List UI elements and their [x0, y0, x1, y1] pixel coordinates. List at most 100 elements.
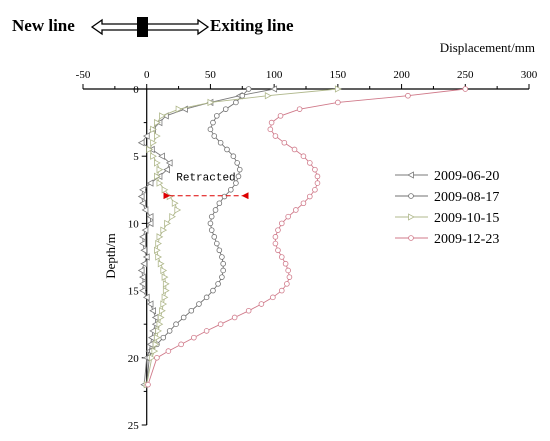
data-point: [148, 354, 156, 362]
data-point: [335, 99, 341, 106]
y-tick-label: 20: [128, 353, 140, 365]
data-point: [293, 207, 299, 213]
retracted-label: Retracted: [176, 173, 235, 185]
data-point: [140, 260, 148, 268]
data-point: [158, 152, 165, 160]
data-point: [174, 206, 182, 214]
data-point: [277, 113, 284, 119]
legend-marker: [408, 213, 415, 221]
data-point: [219, 274, 225, 280]
data-point: [160, 266, 168, 275]
data-point: [208, 227, 215, 233]
data-point: [139, 280, 146, 288]
data-point: [157, 313, 165, 322]
data-point: [286, 274, 293, 280]
data-point: [270, 294, 276, 301]
data-point: [220, 267, 226, 274]
data-point: [156, 165, 164, 174]
legend-label: 2009-10-15: [434, 211, 499, 226]
data-point: [196, 301, 202, 307]
data-point: [150, 139, 157, 147]
retracted-annotation: Retracted: [163, 173, 249, 200]
data-point: [334, 85, 342, 93]
data-point: [155, 253, 163, 261]
data-point: [154, 246, 161, 254]
y-tick-label: 0: [133, 84, 139, 96]
data-point: [166, 328, 173, 334]
data-point: [161, 293, 169, 301]
data-point: [137, 139, 145, 147]
data-point: [231, 314, 238, 321]
data-point: [151, 347, 159, 355]
data-point: [146, 300, 154, 308]
series-layer: [137, 85, 469, 389]
exiting-line-label: Exiting line: [210, 16, 294, 35]
x-tick-label: 200: [393, 69, 410, 81]
legend-item: 2009-08-17: [395, 190, 499, 205]
data-point: [275, 227, 281, 233]
data-point: [267, 126, 274, 133]
data-point: [234, 160, 240, 166]
data-point: [173, 321, 179, 328]
data-point: [139, 239, 146, 248]
data-point: [160, 334, 167, 341]
data-point: [314, 173, 321, 180]
legend-marker: [408, 235, 414, 241]
legend-label: 2009-12-23: [434, 232, 499, 247]
data-point: [216, 200, 223, 207]
data-point: [272, 133, 279, 139]
data-point: [164, 219, 171, 228]
data-point: [146, 179, 154, 187]
data-point: [312, 187, 318, 193]
y-axis-title: Depth/m: [103, 233, 118, 279]
data-point: [137, 266, 145, 275]
data-point: [214, 240, 220, 247]
data-point: [160, 300, 168, 308]
data-point: [137, 192, 145, 201]
data-point: [142, 253, 150, 261]
x-tick-label: 150: [330, 69, 347, 81]
data-point: [169, 213, 177, 221]
data-point: [142, 293, 150, 301]
data-point: [272, 240, 279, 247]
x-tick-label: 0: [144, 69, 150, 81]
legend-label: 2009-08-17: [434, 190, 499, 205]
new-line-label: New line: [12, 16, 75, 35]
series-line: [146, 88, 338, 385]
data-point: [210, 287, 216, 294]
data-point: [236, 166, 243, 173]
data-point: [154, 118, 161, 127]
legend-label: 2009-06-20: [434, 169, 499, 184]
data-point: [150, 152, 157, 160]
data-point: [307, 193, 313, 200]
data-point: [300, 200, 307, 207]
data-point: [278, 287, 285, 294]
data-point: [139, 286, 146, 295]
data-point: [146, 213, 154, 221]
x-axis: -50 0 50 100 150 200 250 300: [76, 69, 538, 90]
data-point: [139, 233, 146, 241]
data-point: [264, 92, 272, 100]
data-point: [217, 139, 224, 146]
legend-marker: [407, 171, 414, 179]
data-point: [203, 328, 210, 334]
header-indicator: New line Exiting line: [12, 16, 294, 37]
legend-item: 2009-10-15: [395, 211, 499, 226]
legend: 2009-06-20 2009-08-17 2009-10-15 2009-12-23: [395, 169, 499, 247]
data-point: [230, 153, 237, 160]
data-point: [235, 173, 242, 180]
data-point: [291, 146, 298, 153]
data-point: [203, 294, 210, 301]
x-tick-label: 250: [457, 69, 474, 81]
data-point: [162, 286, 170, 295]
data-point: [149, 307, 156, 315]
data-point: [207, 98, 215, 107]
data-point: [233, 99, 239, 106]
data-point: [278, 220, 285, 227]
data-point: [154, 333, 161, 342]
y-tick-label: 10: [128, 218, 140, 230]
data-point: [163, 165, 171, 174]
data-point: [161, 186, 169, 194]
series-2009-08-17: [143, 86, 252, 388]
